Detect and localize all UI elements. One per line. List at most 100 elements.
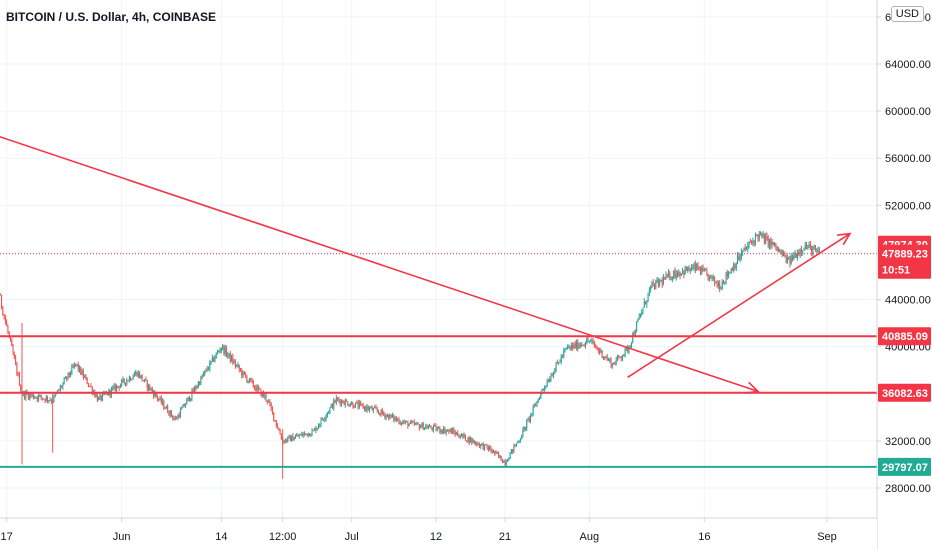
candle-body [670, 279, 672, 281]
candle-body [698, 268, 700, 270]
candle-body [301, 433, 303, 437]
candle-body [551, 375, 553, 377]
candle-body [780, 251, 782, 253]
candle-body [766, 236, 768, 238]
candle-body [762, 234, 764, 237]
candle-body [31, 394, 33, 396]
candle-body [367, 406, 369, 410]
candle-body [748, 242, 750, 246]
candle-body [816, 249, 818, 251]
candle-body [67, 372, 69, 379]
candle-body [705, 269, 707, 271]
candle-body [418, 424, 420, 429]
candle-body [641, 312, 643, 315]
candle-body [599, 350, 601, 353]
candle-body [131, 379, 133, 381]
candle-body [457, 432, 459, 436]
chart-grid [0, 0, 877, 518]
candle-body [604, 356, 606, 358]
candle-body [38, 395, 40, 400]
candle-body [518, 441, 520, 443]
candle-body [142, 380, 144, 382]
candle-body [107, 392, 109, 396]
candle-body [158, 399, 160, 401]
candle-body [661, 279, 663, 285]
candle-body [541, 389, 543, 393]
candle-body [94, 391, 96, 397]
price-tick-label: 32000.00 [885, 436, 931, 448]
candle-body [172, 415, 174, 419]
candle-body [186, 399, 188, 405]
candle-body [174, 418, 176, 420]
candle-body [47, 396, 49, 401]
candle-body [409, 421, 411, 424]
candle-body [519, 439, 521, 442]
candle-body [674, 270, 676, 278]
candle-body [781, 251, 783, 256]
candle-body [298, 435, 300, 437]
candle-body [711, 275, 713, 279]
candle-body [693, 264, 695, 268]
candle-body [245, 374, 247, 377]
candle-body [273, 412, 275, 421]
candle-body [521, 436, 523, 440]
candle-body [165, 406, 167, 409]
candle-body [724, 281, 726, 283]
candle-body [123, 378, 125, 383]
candle-body [70, 373, 72, 376]
candle-body [606, 356, 608, 361]
candle-body [737, 255, 739, 264]
candle-body [72, 366, 74, 368]
candle-body [517, 441, 519, 444]
candle-body [558, 362, 560, 364]
candle-body [73, 364, 75, 367]
candle-body [592, 340, 594, 343]
candle-body [620, 357, 622, 359]
price-tag-box [878, 457, 931, 476]
candle-body [472, 440, 474, 443]
candle-body [80, 366, 82, 375]
candle-body [169, 410, 171, 416]
candle-body [183, 404, 185, 407]
candle-body [631, 342, 632, 346]
candle-body [742, 251, 744, 253]
candle-body [706, 270, 708, 275]
time-axis-background [0, 518, 877, 550]
candle-body [462, 434, 464, 437]
candle-body [650, 285, 652, 290]
candle-body [799, 249, 801, 255]
candle-body [426, 426, 428, 429]
price-tags: 47974.3047889.2310:5140885.0936082.63297… [878, 235, 931, 476]
candle-body [443, 428, 445, 433]
candle-body [99, 395, 101, 398]
candle-body [413, 421, 415, 425]
candle-body [753, 240, 755, 244]
candle-body [224, 347, 226, 354]
candle-body [154, 392, 156, 397]
candle-body [292, 435, 294, 441]
candle-body [141, 375, 143, 381]
candle-body [616, 355, 618, 361]
candle-body [398, 419, 400, 424]
candle-body [369, 408, 371, 410]
candle-body [378, 411, 379, 413]
candle-body [458, 435, 460, 438]
candle-body [721, 281, 723, 288]
candle-body [573, 343, 575, 349]
candle-body [478, 444, 480, 447]
candle-body [563, 350, 565, 357]
candle-body [431, 427, 433, 430]
time-axis[interactable]: 17 Jun 14 12:00 Jul 12 21 Aug 16 Sep [0, 517, 877, 550]
candle-body [470, 438, 471, 443]
candle-body [581, 344, 583, 346]
candle-body [4, 316, 6, 322]
currency-button[interactable]: USD [890, 6, 924, 22]
candle-body [375, 407, 377, 409]
candle-body [535, 405, 537, 407]
candle-body [181, 407, 183, 410]
candle-body [137, 372, 139, 377]
candle-body [547, 381, 549, 383]
candle-body [504, 460, 506, 465]
candle-body [803, 248, 805, 251]
